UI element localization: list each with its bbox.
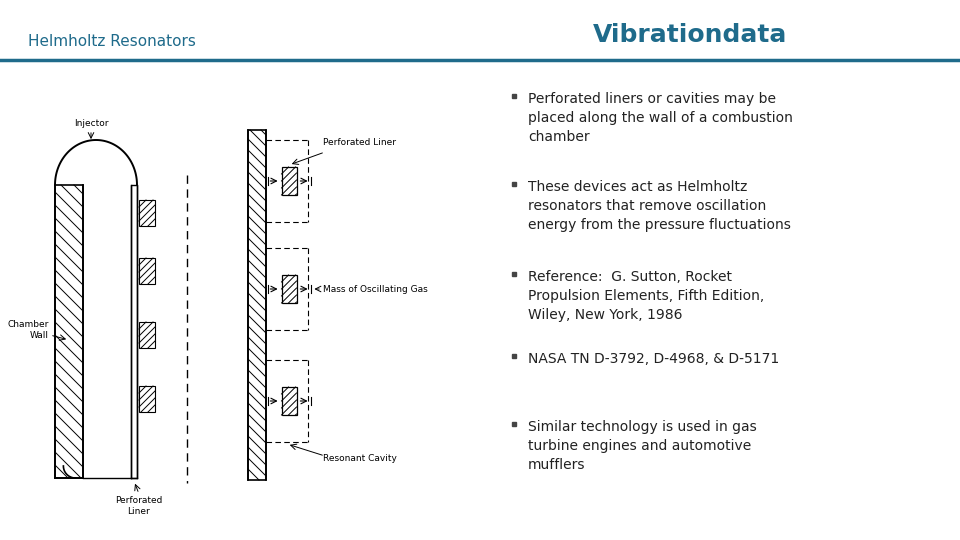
Bar bbox=[281, 387, 297, 415]
Text: These devices act as Helmholtz
resonators that remove oscillation
energy from th: These devices act as Helmholtz resonator… bbox=[528, 180, 791, 232]
Text: Vibrationdata: Vibrationdata bbox=[593, 23, 787, 47]
Text: Mass of Oscillating Gas: Mass of Oscillating Gas bbox=[323, 285, 428, 294]
Text: Injector: Injector bbox=[74, 119, 108, 128]
Text: NASA TN D-3792, D-4968, & D-5171: NASA TN D-3792, D-4968, & D-5171 bbox=[528, 352, 780, 366]
Bar bbox=[139, 258, 155, 284]
Text: Chamber
Wall: Chamber Wall bbox=[8, 320, 49, 340]
Text: Reference:  G. Sutton, Rocket
Propulsion Elements, Fifth Edition,
Wiley, New Yor: Reference: G. Sutton, Rocket Propulsion … bbox=[528, 270, 764, 322]
Bar bbox=[139, 200, 155, 226]
Bar bbox=[139, 322, 155, 348]
Bar bbox=[248, 130, 266, 480]
Bar bbox=[281, 167, 297, 195]
Text: Resonant Cavity: Resonant Cavity bbox=[323, 454, 396, 463]
Bar bbox=[281, 275, 297, 303]
Bar bbox=[131, 185, 137, 478]
Text: Perforated liners or cavities may be
placed along the wall of a combustion
chamb: Perforated liners or cavities may be pla… bbox=[528, 92, 793, 144]
Bar bbox=[55, 185, 83, 478]
Bar bbox=[139, 386, 155, 412]
Text: Similar technology is used in gas
turbine engines and automotive
mufflers: Similar technology is used in gas turbin… bbox=[528, 420, 756, 472]
Text: Perforated Liner: Perforated Liner bbox=[323, 138, 396, 147]
Text: Perforated
Liner: Perforated Liner bbox=[115, 496, 162, 516]
Text: Helmholtz Resonators: Helmholtz Resonators bbox=[28, 35, 196, 50]
